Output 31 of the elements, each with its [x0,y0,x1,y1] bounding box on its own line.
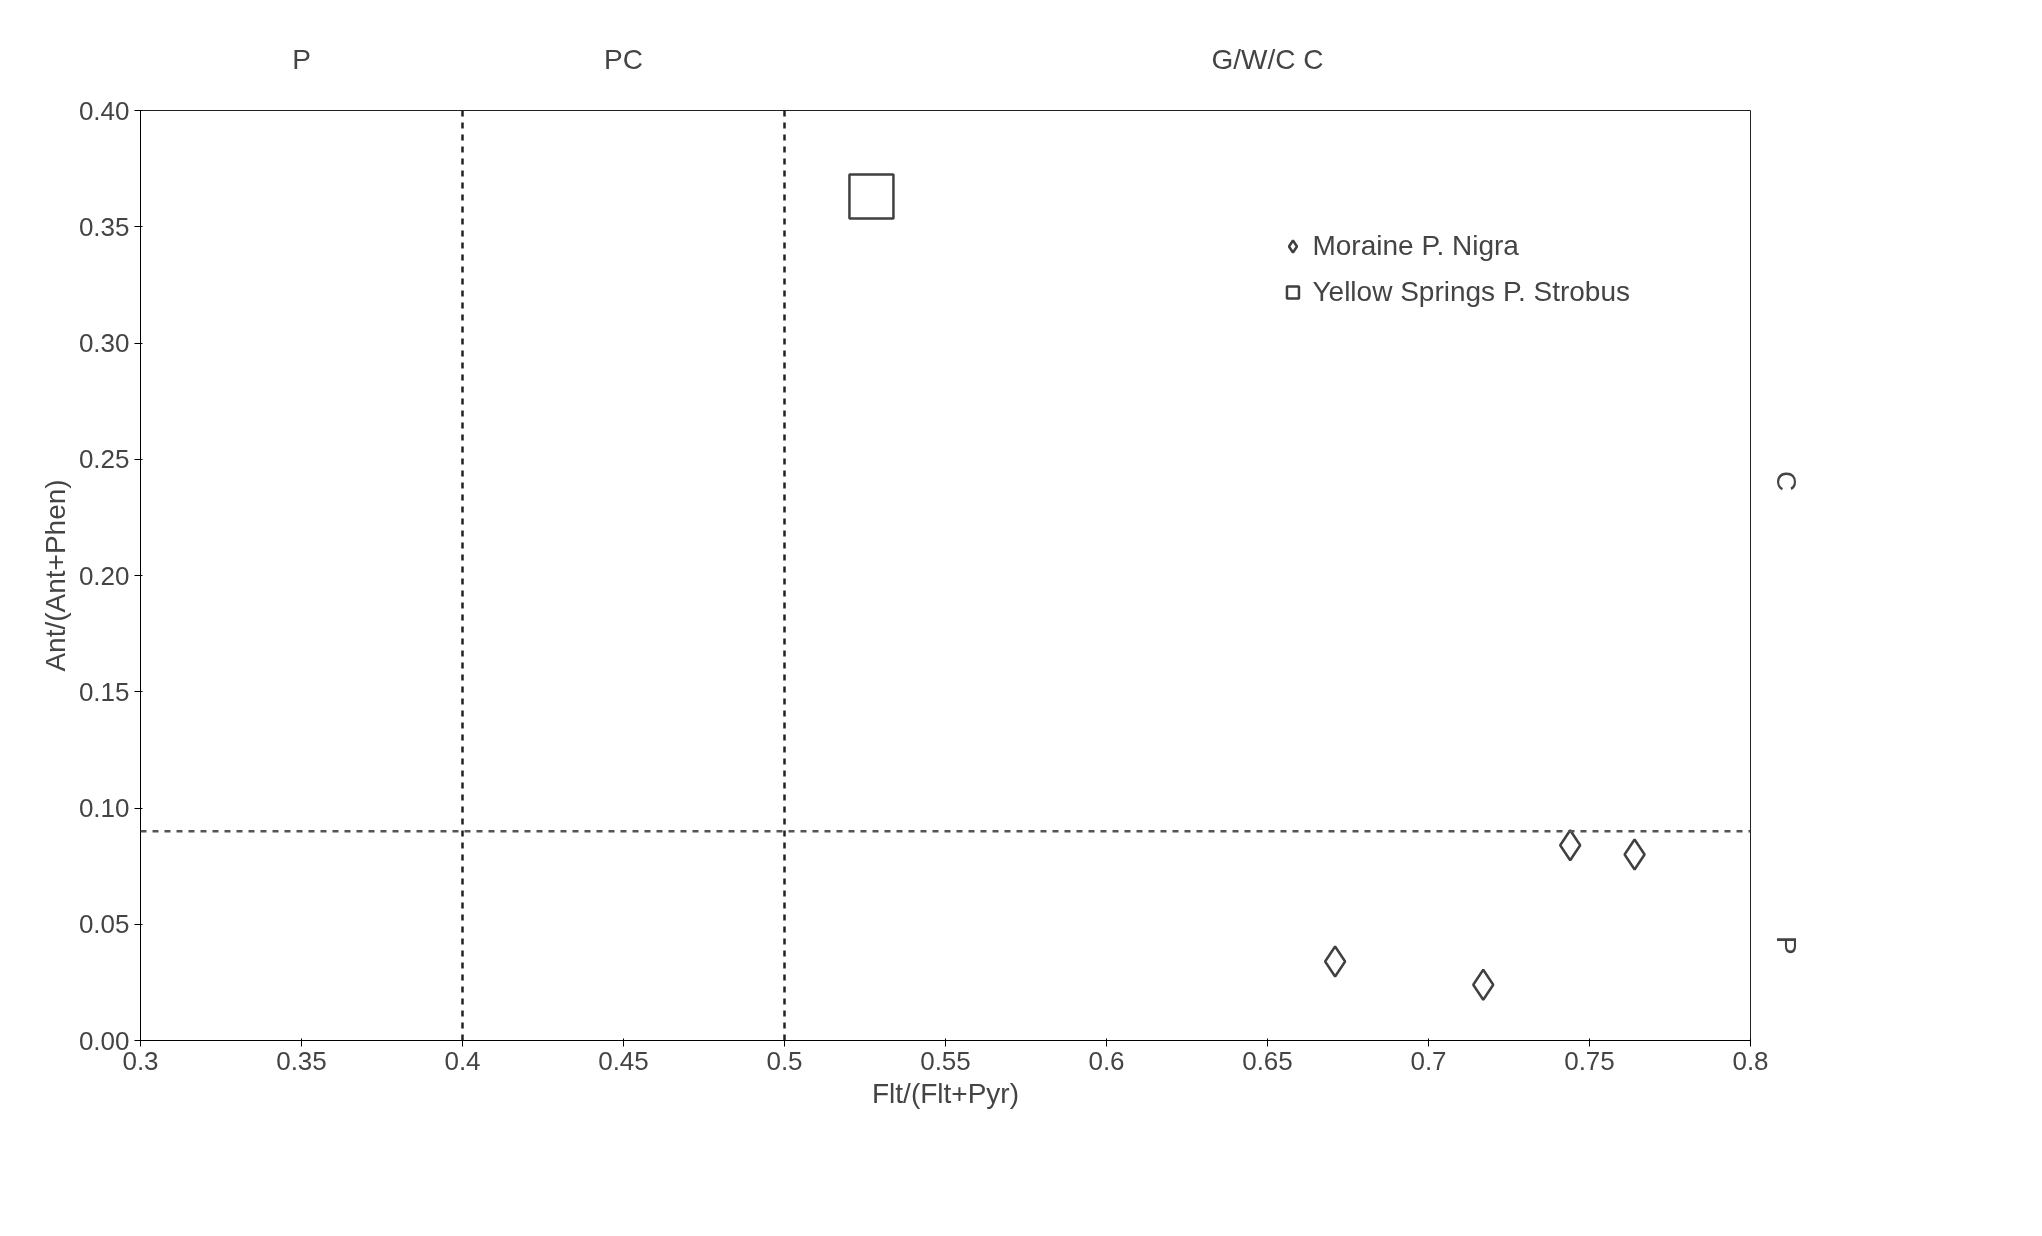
text: P [1771,935,1802,955]
y-tick-label: 0.10 [78,793,130,823]
text: G/W/C C [1211,43,1324,75]
point [1471,968,1495,1001]
y-tick-label: 0.15 [78,676,130,707]
text: P [292,43,311,75]
point [1323,945,1347,978]
y-axis-title: Ant/(Ant+Phen) [39,479,71,672]
x-axis-title: Flt/(Flt+Pyr) [872,1077,1020,1109]
x-tick-label: 0.55 [920,1045,971,1076]
text: PC [604,43,643,75]
x-tick-label: 0.8 [1732,1045,1769,1076]
y-tick-label: 0.30 [78,328,130,358]
x-tick-label: 0.75 [1564,1045,1615,1076]
x-tick-label: 0.45 [598,1045,649,1076]
x-tick-label: 0.4 [444,1045,481,1076]
point [1558,828,1582,862]
x-tick-label: 0.5 [766,1045,803,1076]
y-tick-label: 0.20 [78,560,130,591]
legend-label: Moraine P. Nigra [1312,230,1519,262]
point [848,173,895,220]
y-tick-label: 0.05 [78,909,130,940]
y-tick-label: 0.35 [78,211,130,242]
y-tick-label: 0.40 [78,95,130,126]
legend-label: Yellow Springs P. Strobus [1312,276,1630,308]
x-tick-label: 0.65 [1242,1045,1293,1076]
text: C [1771,470,1802,492]
y-tick-label: 0.25 [78,444,130,475]
x-tick-label: 0.7 [1410,1045,1447,1076]
x-tick-label: 0.6 [1088,1045,1125,1076]
x-tick-label: 0.35 [276,1045,327,1076]
